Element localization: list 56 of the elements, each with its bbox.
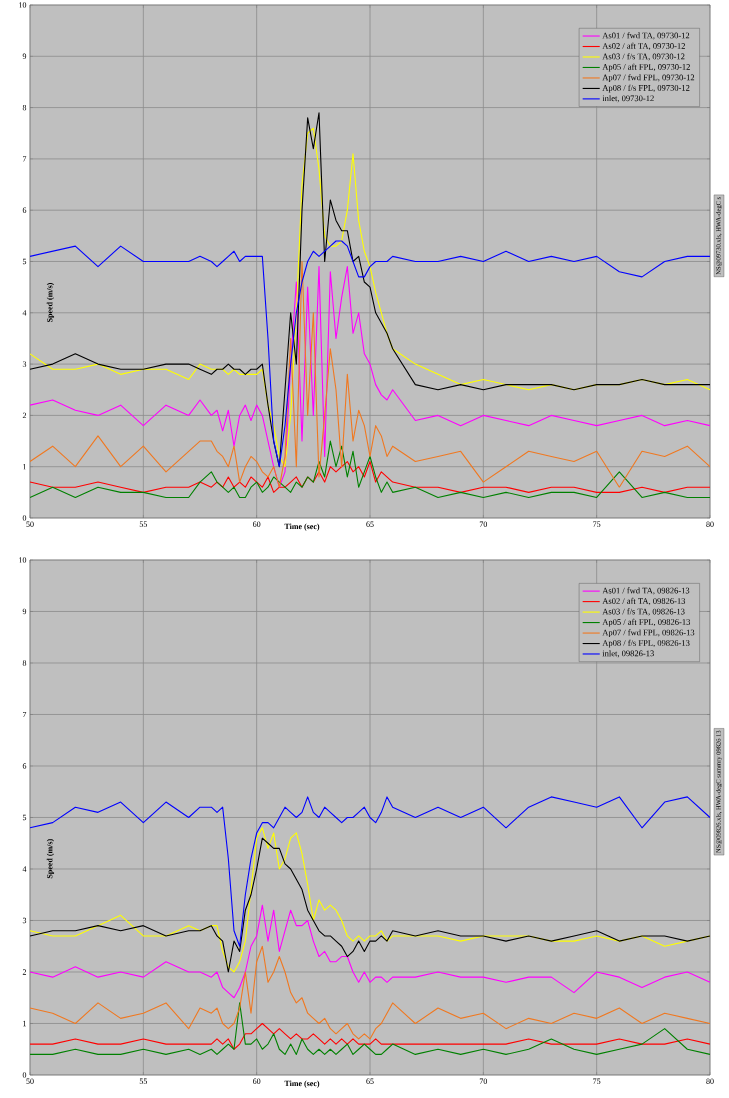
legend-label: As01 / fwd TA, 09730-12 xyxy=(602,32,690,40)
y-tick-label: 7 xyxy=(23,711,27,718)
legend-label: Ap08 / f/s FPL, 09826-13 xyxy=(602,639,690,648)
x-tick-label: 65 xyxy=(366,1078,374,1084)
y-tick-label: 0 xyxy=(22,515,27,521)
y-tick-label: 9 xyxy=(22,53,27,59)
x-axis-title: Time (sec) xyxy=(284,523,320,531)
y-tick-label: 4 xyxy=(22,866,27,872)
legend-label: As02 / aft TA, 09730-12 xyxy=(602,42,685,51)
legend-label: Ap07 / fwd FPL, 09730-12 xyxy=(602,74,695,82)
y-tick-label: 1 xyxy=(23,1020,26,1027)
x-tick-label: 65 xyxy=(366,521,374,527)
y-tick-label: 10 xyxy=(19,557,27,563)
y-tick-label: 2 xyxy=(22,969,27,975)
x-axis-title: Time (sec) xyxy=(284,1080,320,1088)
y-tick-label: 6 xyxy=(22,763,27,769)
y-axis-title: Speed (m/s) xyxy=(46,839,55,879)
legend-label: As01 / fwd TA, 09826-13 xyxy=(602,587,690,595)
y-tick-label: 1 xyxy=(23,464,26,470)
y-tick-label: 6 xyxy=(22,207,27,213)
y-tick-label: 10 xyxy=(19,2,27,8)
legend-label: Ap05 / aft FPL, 09826-13 xyxy=(602,618,691,627)
x-tick-label: 50 xyxy=(26,1078,34,1084)
y-tick-label: 2 xyxy=(22,412,27,419)
y-axis-title: Speed (m/s) xyxy=(46,283,55,322)
legend-label: As03 / f/s TA, 09730-12 xyxy=(602,53,685,61)
legend-label: Ap05 / aft FPL, 09730-12 xyxy=(602,63,690,72)
x-tick-label: 55 xyxy=(139,1078,148,1084)
x-tick-label: 75 xyxy=(593,1078,601,1084)
y-tick-label: 3 xyxy=(22,917,27,924)
x-tick-label: 60 xyxy=(253,521,261,527)
y-tick-label: 5 xyxy=(22,814,27,821)
y-tick-label: 3 xyxy=(22,361,27,367)
x-tick-label: 50 xyxy=(26,521,34,527)
y-tick-label: 8 xyxy=(22,104,27,111)
legend-label: inlet, 09730-12 xyxy=(602,95,654,103)
legend-label: Ap08 / f/s FPL, 09730-12 xyxy=(602,84,690,93)
y-tick-label: 4 xyxy=(22,310,27,316)
legend-label: As02 / aft TA, 09826-13 xyxy=(602,597,686,606)
line-series xyxy=(30,1002,710,1055)
x-tick-label: 80 xyxy=(706,1078,714,1084)
line-series xyxy=(30,440,710,499)
y-tick-label: 7 xyxy=(23,156,27,162)
y-tick-label: 8 xyxy=(22,660,27,666)
x-tick-label: 75 xyxy=(593,521,601,527)
y-tick-label: 9 xyxy=(22,608,27,615)
x-tick-label: 55 xyxy=(139,521,148,527)
x-tick-label: 60 xyxy=(253,1078,261,1084)
x-tick-label: 70 xyxy=(479,521,488,527)
y-tick-label: 5 xyxy=(22,258,27,265)
legend-label: inlet, 09826-13 xyxy=(602,650,654,658)
legend-label: As03 / f/s TA, 09826-13 xyxy=(602,608,685,616)
x-tick-label: 70 xyxy=(479,1078,488,1084)
legend-label: Ap07 / fwd FPL, 09826-13 xyxy=(602,629,695,638)
y-tick-label: 0 xyxy=(22,1072,27,1078)
x-tick-label: 80 xyxy=(706,521,714,527)
